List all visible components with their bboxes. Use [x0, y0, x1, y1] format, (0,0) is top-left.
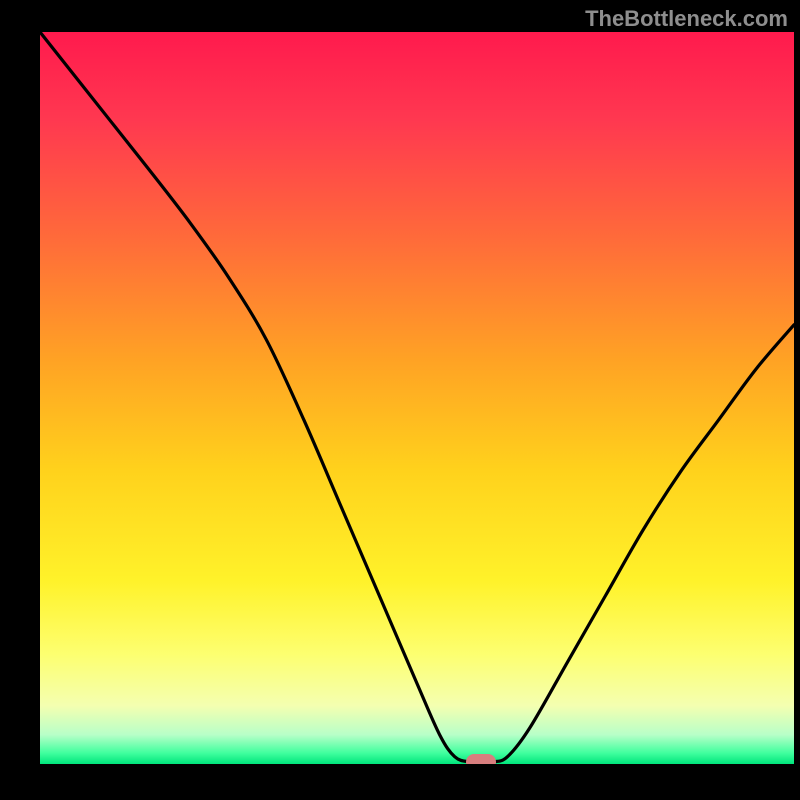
source-watermark: TheBottleneck.com [585, 6, 788, 32]
plot-area [40, 32, 794, 764]
optimal-point-marker [466, 754, 496, 764]
chart-root: TheBottleneck.com [0, 0, 800, 800]
bottleneck-curve [40, 32, 794, 764]
